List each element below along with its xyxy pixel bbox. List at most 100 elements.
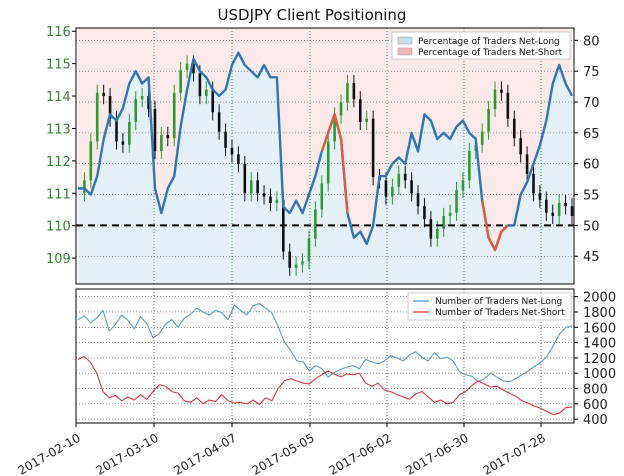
candle-body xyxy=(269,196,272,203)
date-tick-label: 2017-04-07 xyxy=(171,431,238,476)
candle-body xyxy=(461,180,465,191)
candle-body xyxy=(493,89,497,110)
candle-body xyxy=(89,141,93,181)
count-tick-label: 800 xyxy=(583,383,608,398)
candle-body xyxy=(339,102,343,116)
candle-body xyxy=(442,215,445,229)
candle-body xyxy=(468,151,471,181)
top-panel: 116 115 114 113 112 111 110 109 80 75 70 65 60 55 50 45… xyxy=(46,25,600,285)
bottom-plot-frame xyxy=(75,288,575,424)
candle-body xyxy=(211,89,215,113)
candle-body xyxy=(365,118,369,122)
candle-body xyxy=(435,228,439,239)
pct-tick-label: 70 xyxy=(583,96,600,111)
count-tick-label: 2000 xyxy=(583,291,616,306)
top-legend-label: Percentage of Traders Net-Long xyxy=(418,37,560,47)
pct-tick-label: 60 xyxy=(583,158,600,173)
net-short-pct-line xyxy=(480,200,509,252)
candle-body xyxy=(519,138,522,155)
candle-body xyxy=(275,199,279,203)
pct-tick-label: 55 xyxy=(583,189,600,204)
candle-body xyxy=(256,180,259,194)
candle-body xyxy=(506,92,510,119)
candle-body xyxy=(358,99,362,122)
price-tick-label: 109 xyxy=(46,252,71,267)
price-tick-label: 110 xyxy=(46,220,71,235)
pct-tick-label: 65 xyxy=(583,127,600,142)
date-tick-label: 2017-07-28 xyxy=(480,431,547,476)
candle-body xyxy=(371,118,375,178)
date-tick-label: 2017-06-02 xyxy=(326,431,393,476)
candle-body xyxy=(262,193,266,197)
candle-body xyxy=(237,154,240,165)
candle-body xyxy=(115,118,118,142)
price-tick-label: 114 xyxy=(46,90,71,105)
candle-body xyxy=(391,186,394,197)
candle-body xyxy=(185,63,189,71)
candle-body xyxy=(121,141,125,145)
candle-body xyxy=(346,83,349,103)
candle-body xyxy=(423,206,426,220)
candle-body xyxy=(147,96,150,110)
date-tick-label: 2017-03-10 xyxy=(93,431,160,476)
candle-body xyxy=(314,209,317,239)
bottom-legend-label: Number of Traders Net-Long xyxy=(435,297,562,307)
price-tick-label: 116 xyxy=(46,25,71,40)
price-tick-label: 111 xyxy=(46,187,71,202)
net-short-pct-line xyxy=(320,113,349,214)
candle-body xyxy=(128,121,131,145)
candle-body xyxy=(230,147,234,155)
candle-body xyxy=(564,202,567,207)
candle-body xyxy=(551,212,555,216)
candle-body xyxy=(95,92,99,142)
date-tick-label: 2017-06-30 xyxy=(403,431,470,476)
count-tick-label: 400 xyxy=(583,413,608,428)
count-tick-label: 1400 xyxy=(583,337,616,352)
candle-body xyxy=(352,83,356,100)
candle-body xyxy=(83,180,86,194)
candle-body xyxy=(192,63,195,74)
candle-body xyxy=(429,219,433,239)
candle-body xyxy=(179,70,182,93)
candle-body xyxy=(545,199,548,213)
bottom-legend-label: Number of Traders Net-Short xyxy=(435,308,565,318)
count-tick-label: 1000 xyxy=(583,367,616,382)
bottom-legend xyxy=(407,292,572,321)
traders-net-short-line xyxy=(77,355,573,416)
candle-body xyxy=(570,206,574,216)
candle-body xyxy=(205,89,208,97)
top-legend-swatch xyxy=(397,47,413,56)
price-tick-label: 115 xyxy=(46,58,71,73)
count-tick-label: 1600 xyxy=(583,321,616,336)
candle-body xyxy=(448,212,452,216)
date-tick-label: 2017-05-05 xyxy=(249,431,316,476)
price-tick-label: 112 xyxy=(46,155,71,170)
candle-body xyxy=(102,92,105,97)
pct-tick-label: 50 xyxy=(583,219,600,234)
top-plot-frame xyxy=(75,27,575,285)
candle-body xyxy=(557,202,561,216)
candle-body xyxy=(166,134,170,139)
chart-title: USDJPY Client Positioning xyxy=(218,6,407,24)
top-legend-label: Percentage of Traders Net-Short xyxy=(418,48,563,58)
candle-body xyxy=(294,264,298,268)
count-tick-label: 1800 xyxy=(583,306,616,321)
top-legend-swatch xyxy=(397,36,413,45)
candle-body xyxy=(512,118,516,139)
candle-body xyxy=(217,112,221,132)
candle-body xyxy=(307,238,311,262)
candle-body xyxy=(288,251,292,268)
candle-body xyxy=(525,154,529,174)
candle-body xyxy=(532,173,535,194)
date-axis: 2017-02-10 2017-03-10 2017-04-07 2017-05-05… xyxy=(15,423,548,476)
candle-body xyxy=(198,73,202,97)
candle-body xyxy=(480,131,484,145)
candle-body xyxy=(108,96,112,119)
candle-body xyxy=(153,109,157,152)
candle-body xyxy=(384,180,388,197)
candle-body xyxy=(397,173,401,187)
candle-body xyxy=(134,99,138,122)
pct-tick-label: 80 xyxy=(583,34,600,49)
candle-body xyxy=(140,96,144,100)
